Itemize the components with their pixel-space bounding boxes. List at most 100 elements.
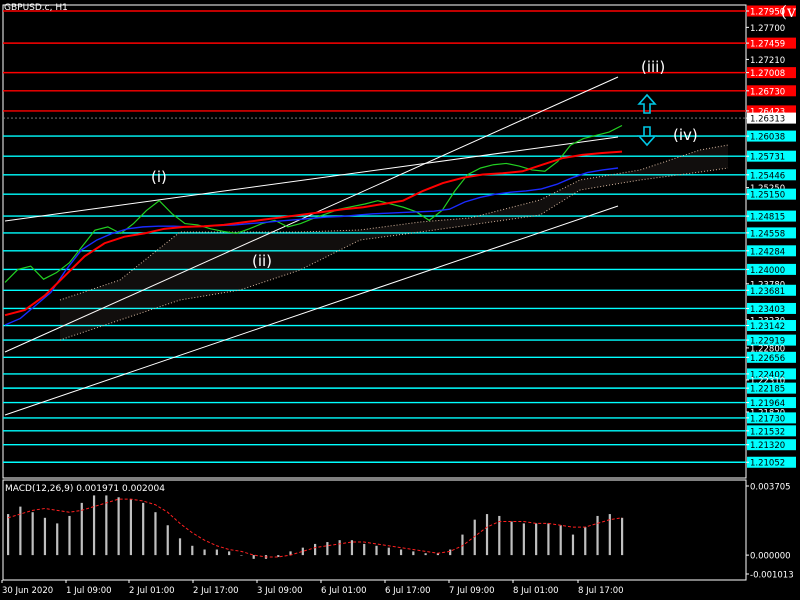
macd-histogram-bar-28	[350, 540, 354, 556]
y-tick-box-24	[747, 351, 796, 363]
macd-histogram-bar-26	[326, 542, 329, 556]
y-tick-box-8	[747, 130, 796, 142]
macd-histogram-bar-5	[68, 515, 71, 556]
macd-histogram-bar-22	[277, 555, 280, 557]
macd-histogram-bar-41	[510, 521, 513, 556]
macd-histogram-bar-31	[387, 547, 390, 556]
y-tick-box-2	[747, 37, 796, 49]
macd-histogram-bar-16	[203, 549, 206, 556]
macd-histogram-bar-42	[522, 523, 525, 556]
y-tick-label-9: 1.25731	[750, 153, 785, 163]
wave-label-3: (iv)	[673, 126, 698, 144]
moving-average-blue	[4, 167, 619, 326]
macd-histogram-bar-18	[228, 551, 231, 556]
y-tick-label-26: 1.22310	[750, 376, 785, 386]
y-tick-label-8: 1.26038	[750, 133, 785, 143]
y-tick-box-7	[747, 112, 796, 124]
macd-histogram-bar-14	[178, 538, 182, 556]
macd-y-tick-label-1: 0.000000	[750, 552, 791, 562]
macd-histogram-bar-6	[80, 502, 83, 556]
macd-histogram-bar-2	[31, 512, 34, 556]
y-tick-label-4: 1.27008	[750, 69, 785, 79]
y-tick-box-18	[747, 284, 796, 296]
macd-histogram-bar-9	[117, 497, 120, 556]
y-tick-label-30: 1.21730	[750, 414, 785, 424]
y-tick-label-14: 1.24558	[750, 229, 785, 239]
macd-histogram-bar-34	[424, 553, 427, 556]
y-tick-box-10	[747, 169, 796, 181]
x-tick-label-9: 8 Jul 17:00	[578, 586, 624, 596]
y-tick-box-12	[747, 188, 796, 200]
x-tick-label-1: 1 Jul 09:00	[66, 586, 112, 596]
macd-histogram-bar-10	[129, 499, 132, 556]
y-tick-box-15	[747, 245, 796, 257]
y-tick-label-33: 1.21052	[750, 459, 785, 469]
x-tick-label-0: 30 Jun 2020	[2, 586, 53, 596]
macd-signal-line	[7, 498, 623, 558]
wave-label-1: (ii)	[252, 252, 272, 270]
macd-histogram-bar-50	[621, 517, 624, 556]
y-tick-label-13: 1.24815	[750, 213, 785, 223]
macd-histogram-bar-13	[166, 525, 169, 556]
y-tick-box-25	[747, 368, 796, 380]
macd-y-tick-label-2: -0.001013	[750, 571, 794, 581]
x-tick-label-8: 8 Jul 01:00	[513, 586, 559, 596]
y-tick-box-28	[747, 397, 796, 409]
macd-histogram-bar-8	[105, 495, 108, 556]
y-tick-label-6: 1.26423	[750, 107, 785, 117]
macd-histogram-bar-29	[363, 543, 366, 556]
macd-histogram-bar-49	[608, 514, 611, 556]
macd-histogram-bar-23	[289, 551, 292, 556]
down-arrow-icon	[637, 126, 657, 147]
y-tick-box-4	[747, 67, 796, 79]
macd-histogram-bar-35	[436, 553, 439, 556]
y-tick-label-16: 1.24000	[750, 266, 785, 276]
macd-histogram-bar-47	[584, 527, 587, 556]
y-tick-label-2: 1.27459	[750, 40, 785, 50]
macd-histogram-bar-38	[473, 519, 476, 556]
macd-y-tick-label-0: 0.003705	[750, 483, 791, 493]
y-tick-label-5: 1.26730	[750, 87, 785, 97]
y-tick-box-5	[747, 85, 796, 97]
macd-histogram-bar-19	[240, 555, 243, 556]
y-tick-label-24: 1.22656	[750, 354, 785, 364]
y-tick-label-3: 1.27210	[750, 56, 785, 66]
cloud-fill	[60, 145, 728, 340]
wave-label-0: (i)	[151, 168, 167, 186]
macd-histogram-bar-37	[461, 534, 464, 556]
y-tick-box-14	[747, 227, 796, 239]
y-tick-box-13	[747, 210, 796, 222]
y-tick-box-33	[747, 456, 796, 468]
macd-histogram-bar-36	[449, 549, 452, 556]
y-tick-box-30	[747, 412, 796, 424]
price-pane-frame	[2, 4, 747, 479]
macd-histogram-bar-4	[56, 523, 59, 556]
y-tick-label-25: 1.22402	[750, 370, 785, 380]
macd-histogram-bar-25	[314, 543, 317, 556]
macd-histogram-bar-32	[399, 549, 403, 556]
y-tick-label-21: 1.23142	[750, 322, 785, 332]
macd-histogram-bar-0	[7, 514, 10, 556]
macd-histogram-bar-1	[19, 506, 22, 556]
x-tick-label-5: 6 Jul 01:00	[321, 586, 367, 596]
channel-line-1	[4, 136, 619, 222]
macd-histogram-bar-46	[571, 534, 575, 556]
macd-histogram-bar-40	[498, 515, 501, 556]
wave-label-2: (iii)	[641, 58, 665, 76]
moving-average-red	[4, 150, 623, 317]
macd-histogram-bar-39	[485, 514, 489, 556]
y-tick-label-27: 1.22185	[750, 385, 785, 395]
y-tick-box-32	[747, 439, 796, 451]
macd-histogram-bar-44	[547, 523, 550, 556]
y-tick-box-21	[747, 320, 796, 332]
channel-line-2	[4, 205, 619, 416]
y-tick-label-1: 1.27700	[750, 24, 785, 34]
channel-line-0	[4, 76, 619, 353]
macd-histogram-bar-48	[596, 515, 599, 556]
y-tick-label-31: 1.21532	[750, 427, 785, 437]
macd-histogram-bar-7	[92, 495, 96, 556]
x-tick-label-2: 2 Jul 01:00	[129, 586, 175, 596]
y-tick-label-12: 1.25150	[750, 191, 785, 201]
y-tick-label-15: 1.24284	[750, 247, 785, 257]
